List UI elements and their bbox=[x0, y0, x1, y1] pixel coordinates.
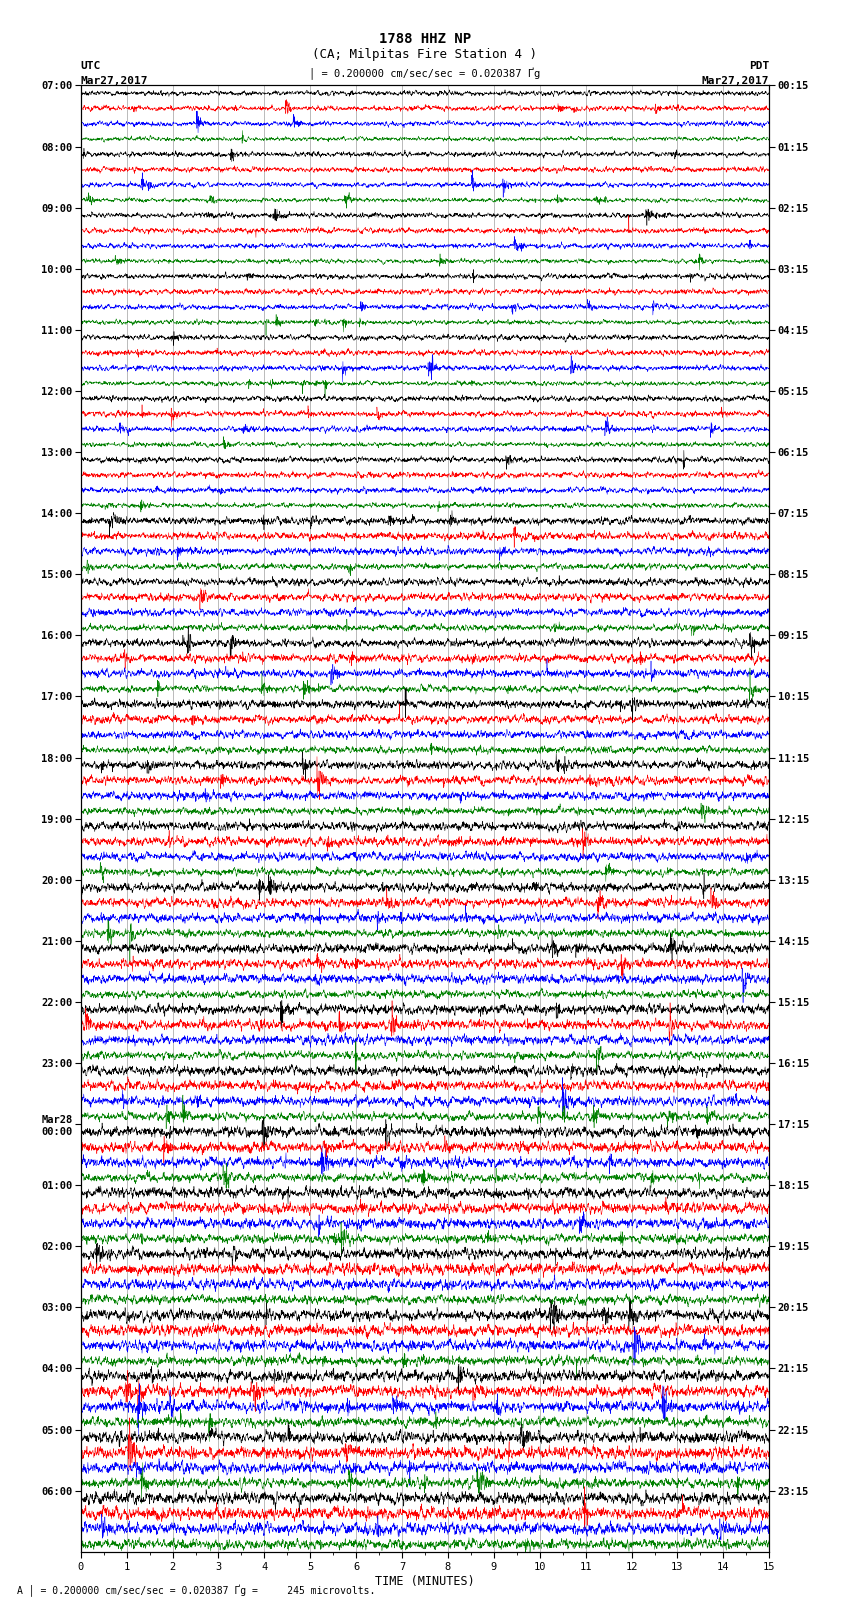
Text: A │ = 0.200000 cm/sec/sec = 0.020387 Ґg =     245 microvolts.: A │ = 0.200000 cm/sec/sec = 0.020387 Ґg … bbox=[17, 1584, 376, 1597]
Text: Mar27,2017: Mar27,2017 bbox=[81, 76, 148, 85]
Text: Mar27,2017: Mar27,2017 bbox=[702, 76, 769, 85]
Text: 1788 HHZ NP: 1788 HHZ NP bbox=[379, 32, 471, 47]
Text: PDT: PDT bbox=[749, 61, 769, 71]
Text: UTC: UTC bbox=[81, 61, 101, 71]
Text: │ = 0.200000 cm/sec/sec = 0.020387 Ґg: │ = 0.200000 cm/sec/sec = 0.020387 Ґg bbox=[309, 68, 541, 81]
Text: (CA; Milpitas Fire Station 4 ): (CA; Milpitas Fire Station 4 ) bbox=[313, 48, 537, 61]
X-axis label: TIME (MINUTES): TIME (MINUTES) bbox=[375, 1574, 475, 1587]
